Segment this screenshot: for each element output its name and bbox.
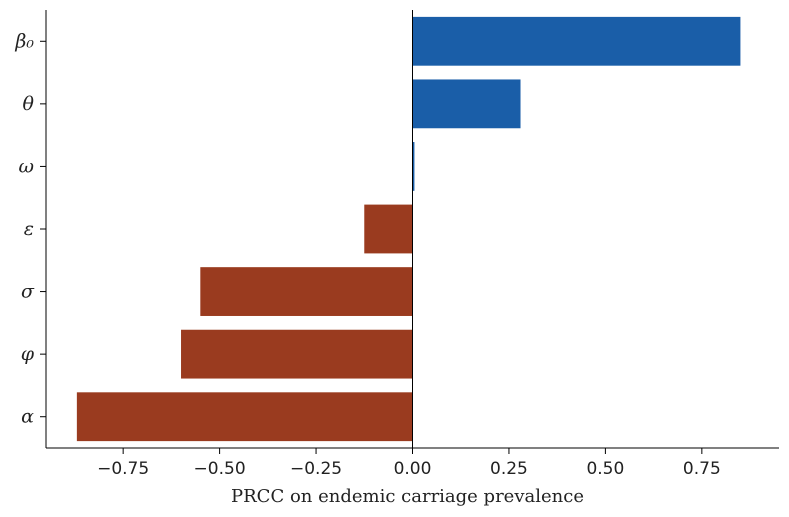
x-tick-label-4: 0.25 [490, 459, 528, 479]
y-tick-label-6: α [21, 406, 34, 428]
x-ticks-group: −0.75 −0.50 −0.25 0.00 0.25 0.50 0.75 [97, 448, 721, 479]
y-ticks-group: β₀ θ ω ε σ φ α [14, 30, 46, 428]
x-tick-label-6: 0.75 [683, 459, 721, 479]
bar-6 [76, 392, 413, 442]
x-tick-label-3: 0.00 [394, 459, 432, 479]
bars-group [76, 16, 741, 442]
x-axis-title: PRCC on endemic carriage prevalence [231, 486, 584, 507]
x-tick-label-2: −0.25 [290, 459, 342, 479]
bar-4 [200, 267, 413, 316]
x-tick-label-1: −0.50 [194, 459, 246, 479]
y-tick-label-3: ε [24, 218, 34, 240]
y-tick-label-0: β₀ [14, 30, 34, 52]
x-tick-label-0: −0.75 [97, 459, 149, 479]
bar-2 [412, 142, 415, 191]
bar-5 [181, 329, 413, 379]
bar-0 [412, 16, 741, 66]
y-tick-label-4: σ [21, 281, 35, 303]
y-tick-label-1: θ [23, 93, 35, 115]
x-tick-label-5: 0.50 [586, 459, 624, 479]
bar-1 [412, 79, 521, 129]
bar-3 [364, 204, 413, 254]
y-tick-label-5: φ [21, 343, 35, 365]
y-tick-label-2: ω [19, 155, 35, 177]
